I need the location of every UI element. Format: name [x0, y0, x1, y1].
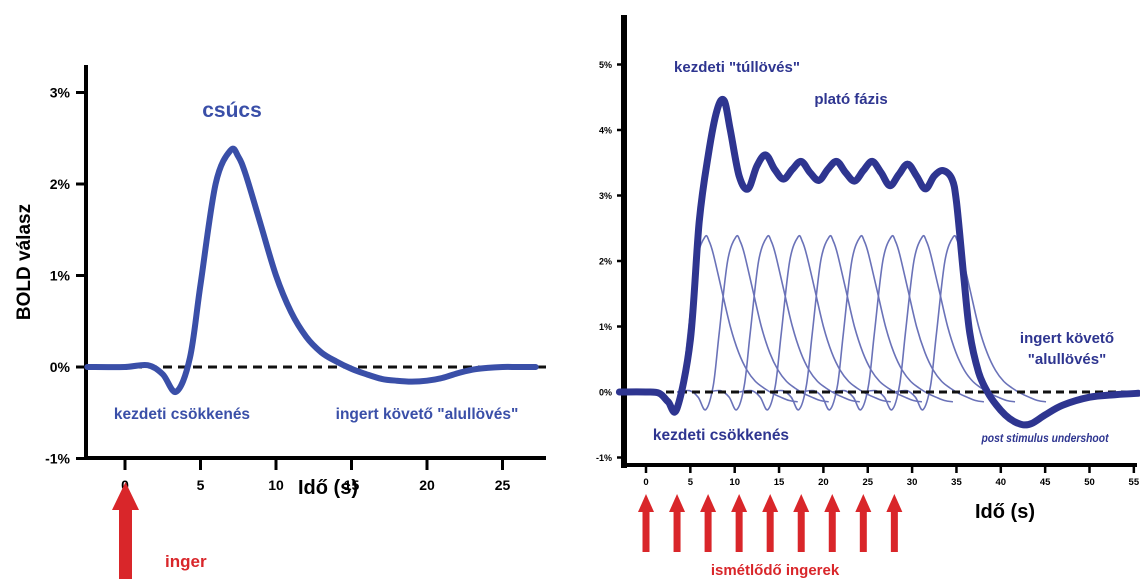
right-overshoot-label: kezdeti "túllövés"	[674, 59, 800, 76]
right-undershoot-en-label: post stimulus undershoot	[981, 433, 1110, 446]
right-stimulus-arrows	[638, 494, 903, 552]
right-ytick-label: 1%	[599, 322, 612, 332]
right-xtick-label: 45	[1040, 477, 1051, 488]
right-single-response-8	[863, 234, 1016, 411]
stimulus-arrow-4	[731, 494, 748, 552]
right-xtick-label: 40	[996, 477, 1007, 488]
left-xtick-label: 15	[344, 477, 360, 493]
right-xtick-label: 30	[907, 477, 918, 488]
right-xtick-label: 35	[951, 477, 962, 488]
left-ytick-label: -1%	[45, 451, 70, 467]
right-ytick-label: 4%	[599, 126, 612, 136]
left-bold-curve	[84, 145, 539, 395]
left-initial-dip-label: kezdeti csökkenés	[114, 406, 250, 423]
right-ytick-label: 2%	[599, 257, 612, 267]
left-xtick-label: 5	[197, 477, 205, 493]
right-single-response-5	[770, 234, 923, 411]
left-xtick-label: 20	[419, 477, 435, 493]
stimulus-arrow-7	[824, 494, 841, 552]
stimulus-arrow-1	[638, 494, 654, 552]
left-stimulus-label: inger	[165, 552, 207, 571]
left-xtick-label: 10	[268, 477, 284, 493]
right-ytick-label: 5%	[599, 60, 612, 70]
left-xlabel: Idő (s)	[298, 477, 358, 499]
left-xtick-label: 25	[495, 477, 511, 493]
left-ytick-label: 0%	[50, 359, 71, 375]
chart-right: 0 5 10 15 20 25 30 35 40 45 50 55 -1% 0% 1% 2% 3% 4% 5% Id…	[596, 15, 1140, 579]
right-xtick-label: 0	[643, 477, 648, 488]
right-xtick-label: 5	[688, 477, 694, 488]
stimulus-arrow-6	[793, 494, 810, 552]
right-undershoot-label-line2: "alullövés"	[1028, 351, 1106, 368]
left-ytick-label: 1%	[50, 268, 71, 284]
left-undershoot-label: ingert követő "alullövés"	[336, 406, 519, 423]
right-undershoot-label-line1: ingert követő	[1020, 330, 1114, 347]
left-ytick-label: 2%	[50, 176, 71, 192]
stimulus-arrow-9	[886, 494, 903, 552]
stimulus-arrow-2	[669, 494, 686, 552]
right-xtick-label: 20	[818, 477, 829, 488]
right-xtick-label: 50	[1084, 477, 1095, 488]
left-ylabel: BOLD válasz	[14, 204, 35, 320]
right-plateau-label: plató fázis	[814, 91, 887, 108]
right-single-response-3	[707, 234, 860, 411]
right-initial-dip-label: kezdeti csökkenés	[653, 427, 789, 444]
right-ytick-label: 0%	[599, 388, 612, 398]
right-xtick-label: 10	[729, 477, 740, 488]
right-xtick-label: 15	[774, 477, 785, 488]
left-ytick-label: 3%	[50, 85, 71, 101]
right-xlabel: Idő (s)	[975, 501, 1035, 523]
stimulus-arrow-8	[855, 494, 872, 552]
right-summed-bold-curve	[615, 95, 1140, 429]
right-xtick-label: 25	[862, 477, 873, 488]
left-stimulus-arrow	[112, 482, 139, 579]
stimulus-arrow-5	[762, 494, 779, 552]
stimulus-arrow-3	[700, 494, 717, 552]
right-ytick-label: 3%	[599, 191, 612, 201]
left-peak-label: csúcs	[202, 99, 262, 122]
right-stimuli-label: ismétlődő ingerek	[711, 562, 840, 579]
right-ytick-label: -1%	[596, 453, 612, 463]
right-xtick-label: 55	[1129, 477, 1140, 488]
